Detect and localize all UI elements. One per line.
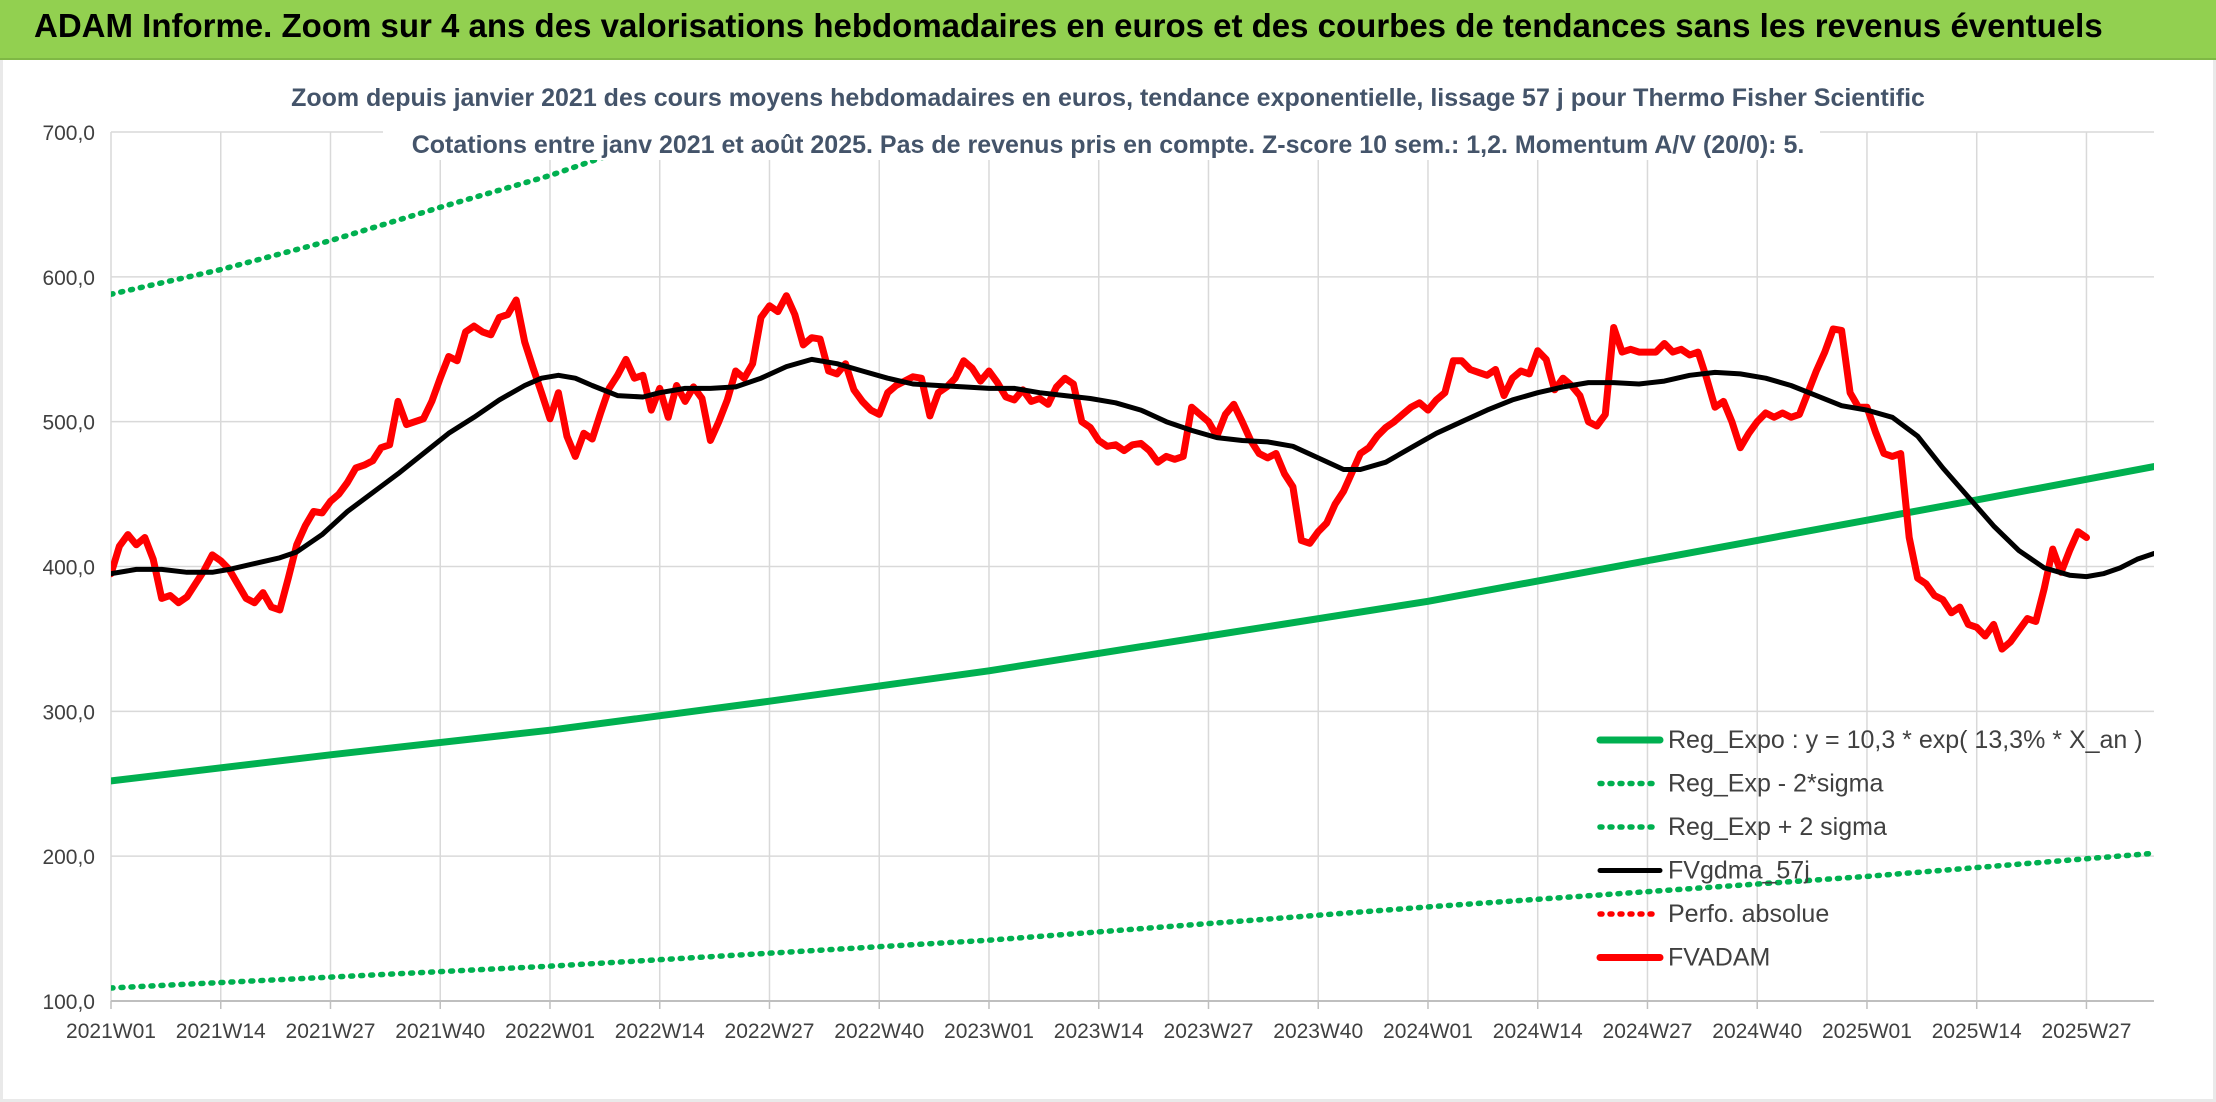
x-tick-label: 2022W01: [505, 1020, 595, 1043]
axes: 100,0 200,0 300,0 400,0 500,0 600,0 700,0 2021W…: [42, 122, 2154, 1043]
series-line: [111, 850, 2154, 991]
legend-label: Reg_Exp - 2*sigma: [1668, 770, 1883, 798]
legend-label: FVgdma_57j: [1668, 857, 1810, 885]
series-line: [111, 75, 910, 297]
valuation-chart: 100,0 200,0 300,0 400,0 500,0 600,0 700,0 2021W…: [42, 62, 2154, 1043]
series-group: [111, 75, 2154, 991]
x-tick-label: 2021W27: [286, 1020, 376, 1043]
x-tick-label: 2025W01: [1822, 1020, 1912, 1043]
legend-label: FVADAM: [1668, 944, 1770, 972]
y-tick-label: 700,0: [42, 122, 95, 145]
report-banner: ADAM Informe. Zoom sur 4 ans des valoris…: [0, 0, 2216, 60]
y-tick-label: 600,0: [42, 267, 95, 290]
legend-label: Reg_Exp + 2 sigma: [1668, 813, 1887, 841]
x-tick-label: 2025W14: [1932, 1020, 2022, 1043]
chart-title: Zoom depuis janvier 2021 des cours moyen…: [291, 84, 1925, 112]
x-tick-label: 2023W27: [1164, 1020, 1254, 1043]
x-tick-label: 2024W40: [1712, 1020, 1802, 1043]
legend-label: Reg_Expo : y = 10,3 * exp( 13,3% * X_an …: [1668, 726, 2143, 754]
subtitle-background: [383, 114, 1820, 160]
x-tick-label: 2021W14: [176, 1020, 266, 1043]
x-tick-label: 2023W40: [1273, 1020, 1363, 1043]
x-tick-label: 2021W40: [395, 1020, 485, 1043]
x-tick-label: 2023W14: [1054, 1020, 1144, 1043]
x-tick-label: 2023W01: [944, 1020, 1034, 1043]
x-tick-label: 2025W27: [2042, 1020, 2132, 1043]
chart-subtitle: Cotations entre janv 2021 et août 2025. …: [412, 131, 1805, 159]
title-background: [282, 62, 1918, 116]
x-tick-label: 2021W01: [66, 1020, 156, 1043]
x-tick-label: 2024W01: [1383, 1020, 1473, 1043]
y-tick-label: 300,0: [42, 701, 95, 724]
series-line: [111, 356, 2154, 580]
legend: Reg_Expo : y = 10,3 * exp( 13,3% * X_an …: [1596, 726, 2143, 972]
legend-label: Perfo. absolue: [1668, 900, 1829, 928]
series-line: [111, 292, 2090, 653]
x-tick-label: 2024W14: [1493, 1020, 1583, 1043]
x-tick-label: 2022W27: [725, 1020, 815, 1043]
x-tick-label: 2024W27: [1603, 1020, 1693, 1043]
y-tick-label: 100,0: [42, 991, 95, 1014]
x-tick-label: 2022W40: [834, 1020, 924, 1043]
x-tick-label: 2022W14: [615, 1020, 705, 1043]
report-title: ADAM Informe. Zoom sur 4 ans des valoris…: [34, 7, 2103, 44]
chart-titles: Zoom depuis janvier 2021 des cours moyen…: [282, 62, 1925, 160]
y-tick-label: 500,0: [42, 412, 95, 435]
y-tick-label: 200,0: [42, 846, 95, 869]
y-tick-label: 400,0: [42, 557, 95, 580]
gridlines: [110, 131, 2154, 1001]
